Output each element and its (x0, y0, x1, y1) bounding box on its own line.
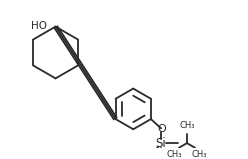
Text: HO: HO (31, 21, 47, 31)
Text: CH₃: CH₃ (192, 150, 207, 159)
Text: CH₃: CH₃ (179, 121, 195, 130)
Text: O: O (157, 124, 166, 134)
Text: Si: Si (156, 137, 166, 150)
Text: CH₃: CH₃ (167, 150, 182, 159)
